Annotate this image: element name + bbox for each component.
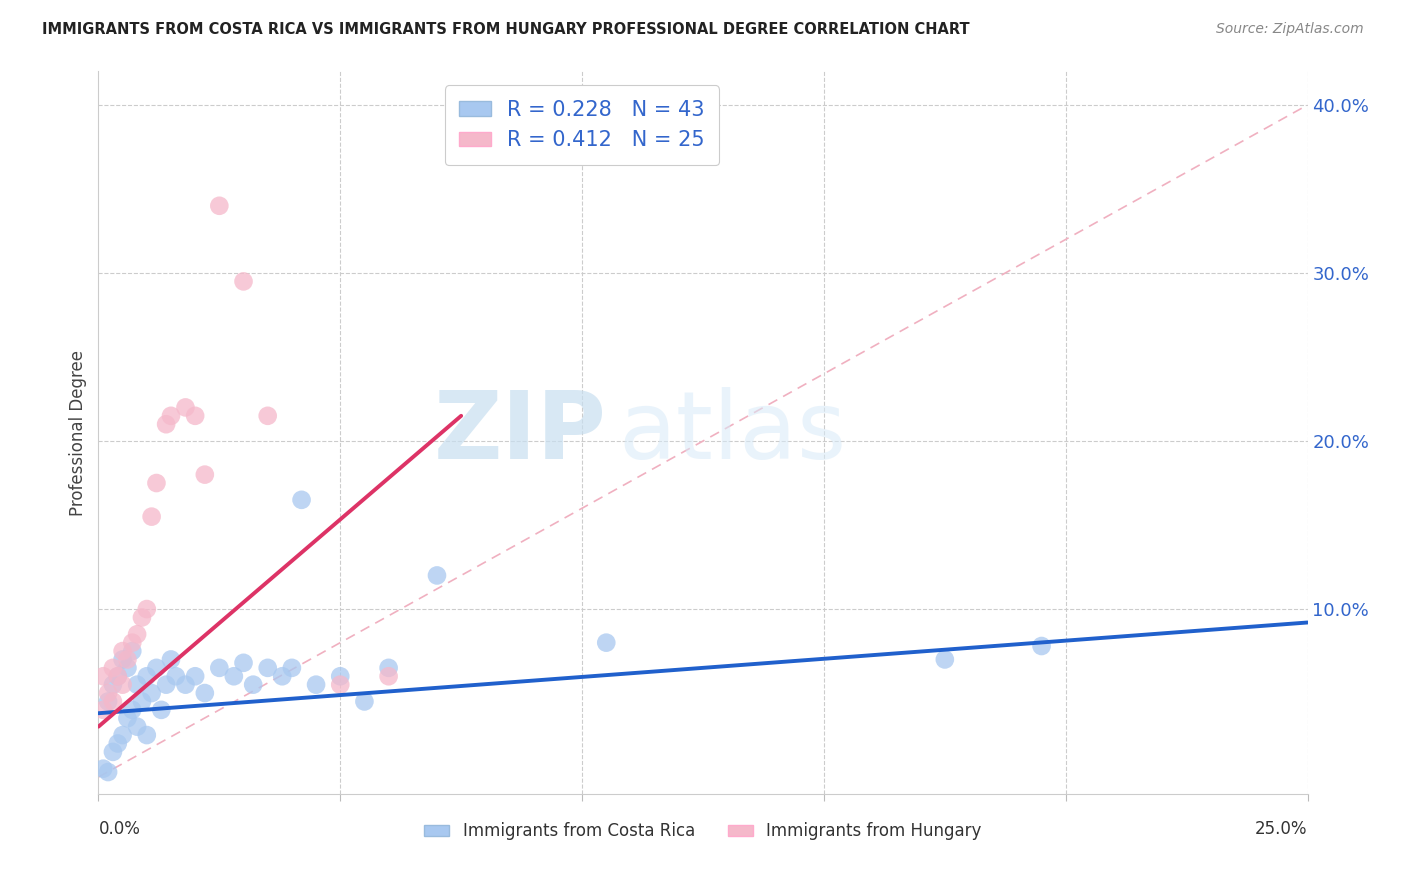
Point (127, 627, 149, 641)
Point (117, 711, 139, 725)
Point (155, 417, 177, 432)
Point (111, 678, 134, 692)
Point (595, 635, 617, 649)
Point (121, 644, 143, 658)
Point (222, 669, 245, 683)
Point (160, 409, 183, 423)
Point (305, 678, 328, 692)
Point (97, 686, 120, 700)
Point (101, 745, 124, 759)
Point (135, 728, 157, 742)
Point (107, 736, 129, 750)
Point (208, 661, 231, 675)
Point (150, 703, 173, 717)
Point (145, 476, 167, 491)
Point (131, 610, 153, 624)
Point (91, 703, 114, 717)
Point (232, 274, 254, 288)
Point (194, 467, 217, 482)
Point (107, 669, 129, 683)
Legend: Immigrants from Costa Rica, Immigrants from Hungary: Immigrants from Costa Rica, Immigrants f… (418, 815, 988, 847)
Point (117, 661, 139, 675)
Point (184, 409, 207, 423)
Text: Source: ZipAtlas.com: Source: ZipAtlas.com (1216, 22, 1364, 37)
Point (353, 694, 375, 708)
Point (377, 661, 399, 675)
Point (101, 678, 124, 692)
Point (91, 762, 114, 776)
Point (131, 694, 153, 708)
Point (127, 678, 149, 692)
Point (271, 669, 294, 683)
Point (117, 652, 139, 666)
Point (377, 669, 399, 683)
Text: ZIP: ZIP (433, 386, 606, 479)
Point (208, 199, 231, 213)
Point (145, 661, 167, 675)
Text: atlas: atlas (619, 386, 846, 479)
Point (111, 644, 134, 658)
Text: 0.0%: 0.0% (98, 820, 141, 838)
Point (107, 669, 129, 683)
Point (281, 661, 304, 675)
Point (329, 669, 352, 683)
Point (165, 669, 187, 683)
Point (426, 568, 449, 582)
Point (155, 678, 177, 692)
Point (290, 492, 312, 507)
Point (329, 678, 352, 692)
Point (242, 678, 264, 692)
Point (1031, 639, 1053, 653)
Point (194, 686, 217, 700)
Point (141, 686, 163, 700)
Point (97, 694, 120, 708)
Point (101, 661, 124, 675)
Point (91, 669, 114, 683)
Point (160, 652, 183, 666)
Point (141, 509, 163, 524)
Point (174, 401, 197, 415)
Text: IMMIGRANTS FROM COSTA RICA VS IMMIGRANTS FROM HUNGARY PROFESSIONAL DEGREE CORREL: IMMIGRANTS FROM COSTA RICA VS IMMIGRANTS… (42, 22, 970, 37)
Point (135, 602, 157, 616)
Point (135, 669, 157, 683)
Point (127, 720, 149, 734)
Point (101, 694, 124, 708)
Point (174, 678, 197, 692)
Point (97, 765, 120, 780)
Point (121, 635, 143, 649)
Point (232, 656, 254, 670)
Point (934, 652, 956, 666)
Text: 25.0%: 25.0% (1256, 820, 1308, 838)
Point (256, 661, 278, 675)
Point (256, 409, 278, 423)
Point (111, 652, 134, 666)
Point (121, 703, 143, 717)
Y-axis label: Professional Degree: Professional Degree (69, 350, 87, 516)
Point (184, 669, 207, 683)
Point (111, 728, 134, 742)
